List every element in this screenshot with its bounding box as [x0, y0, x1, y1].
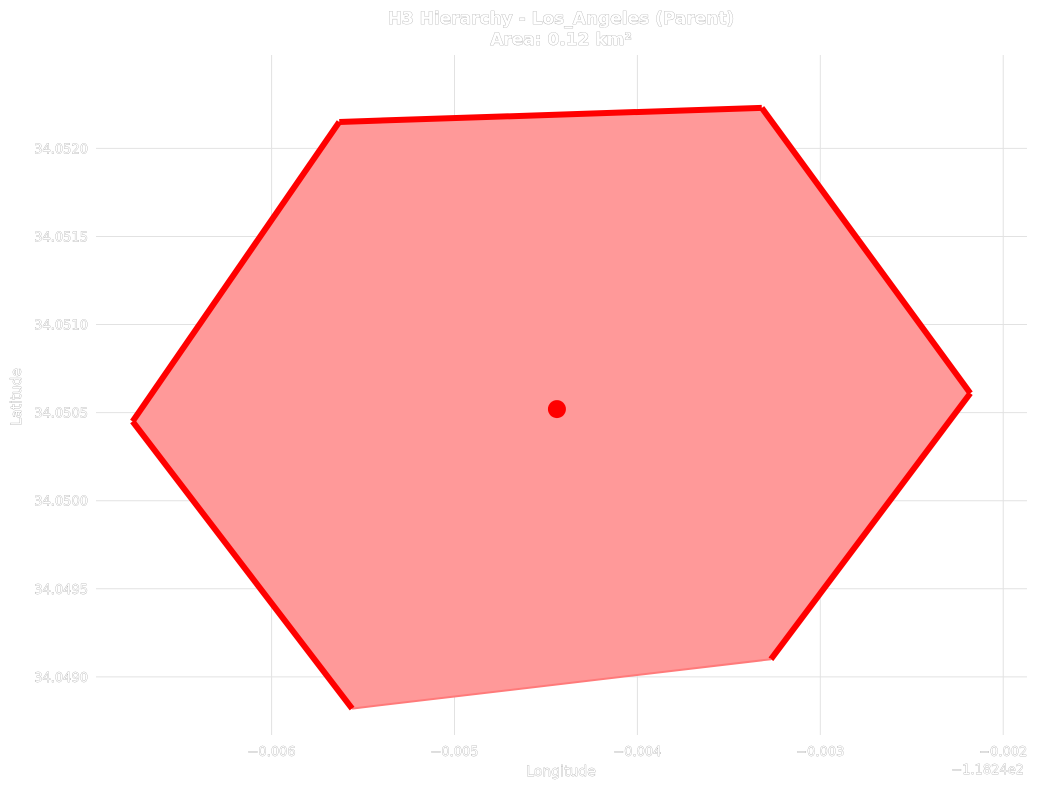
chart-title: H3 Hierarchy - Los_Angeles (Parent)	[388, 9, 735, 29]
center-point	[547, 400, 566, 419]
tick-labels: −0.006 −0.005 −0.004 −0.003 −0.002 34.0490 34.…	[34, 142, 1028, 760]
y-tick-label: 34.0500	[34, 495, 88, 510]
hexagon-edge	[351, 658, 772, 710]
y-tick-label: 34.0510	[34, 319, 88, 334]
x-tick-label: −0.002	[979, 745, 1027, 760]
hexagon-edge	[768, 391, 973, 662]
y-tick-label: 34.0520	[34, 142, 88, 157]
x-offset-label: −1.1824e2	[951, 763, 1024, 778]
hexagon-edge	[339, 104, 762, 125]
hexagon-edge	[130, 120, 342, 424]
y-tick-label: 34.0505	[34, 407, 88, 422]
y-tick-label: 34.0495	[34, 583, 88, 598]
x-tick-label: −0.006	[248, 745, 296, 760]
y-tick-label: 34.0515	[34, 230, 88, 245]
y-axis-label: Latitude	[9, 368, 25, 426]
chart-subtitle: Area: 0.12 km²	[490, 30, 632, 50]
x-axis-label: Longitude	[526, 764, 596, 780]
x-tick-label: −0.004	[613, 745, 661, 760]
plot-area	[130, 104, 973, 711]
hexagon-edge	[130, 419, 355, 711]
hexagon-edge	[759, 106, 973, 396]
x-tick-label: −0.005	[430, 745, 478, 760]
y-tick-label: 34.0490	[34, 671, 88, 686]
x-tick-label: −0.003	[796, 745, 844, 760]
